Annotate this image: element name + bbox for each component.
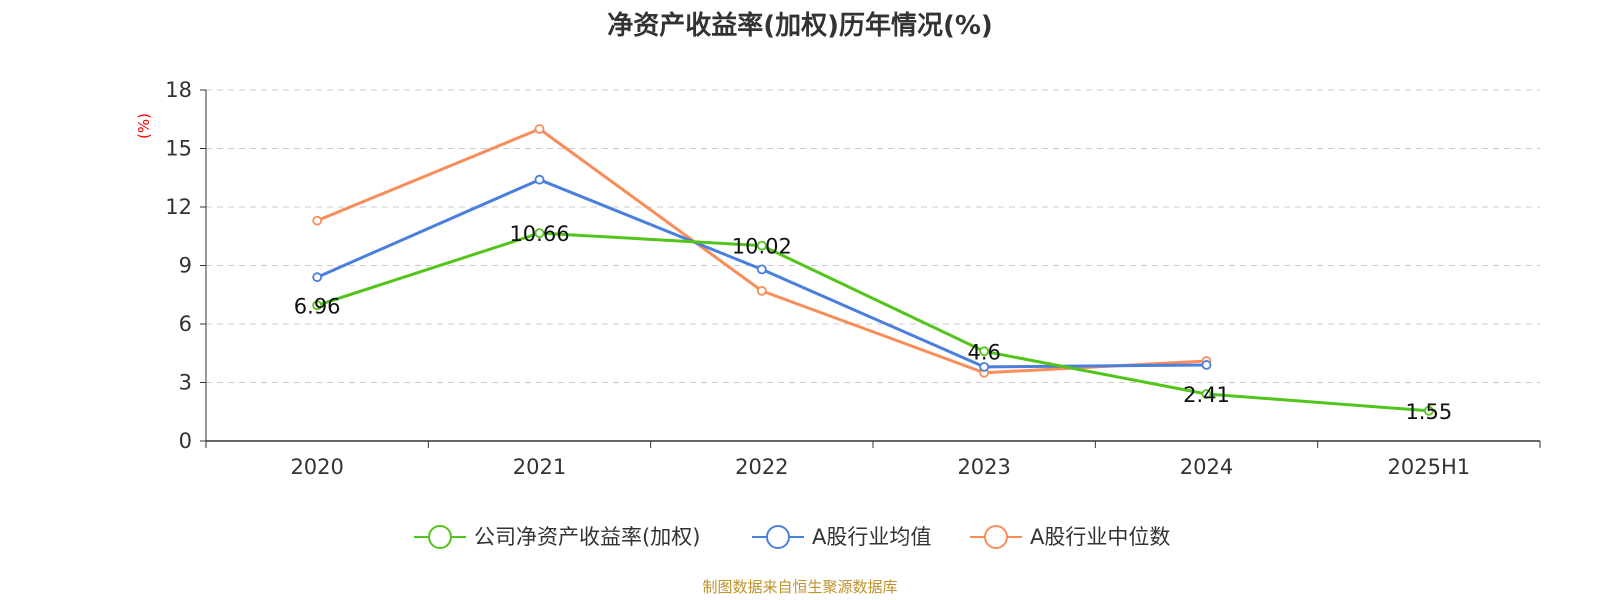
source-note: 制图数据来自恒生聚源数据库 bbox=[702, 578, 897, 596]
x-tick-label: 2022 bbox=[735, 455, 788, 479]
data-point bbox=[1201, 389, 1212, 399]
y-tick-label: 18 bbox=[165, 78, 192, 102]
legend-label: A股行业均值 bbox=[812, 525, 931, 549]
data-point bbox=[756, 285, 767, 296]
y-tick-label: 3 bbox=[179, 371, 192, 395]
x-tick-label: 2025H1 bbox=[1388, 455, 1471, 479]
data-point bbox=[312, 272, 323, 283]
data-point bbox=[979, 361, 990, 372]
legend: 公司净资产收益率(加权) A股行业均值 A股行业中位数 bbox=[414, 525, 1170, 549]
data-labels: 6.96 10.66 10.02 4.6 2.41 1.55 bbox=[294, 222, 1452, 424]
y-tick-label: 12 bbox=[165, 195, 192, 219]
y-axis-label: (%) bbox=[135, 113, 153, 139]
data-label: 2.41 bbox=[1183, 383, 1230, 407]
legend-label: 公司净资产收益率(加权) bbox=[474, 525, 700, 549]
x-tick-label: 2021 bbox=[513, 455, 566, 479]
legend-marker bbox=[984, 525, 1008, 549]
data-label: 4.6 bbox=[967, 340, 1000, 364]
data-point bbox=[534, 124, 545, 134]
y-tick-label: 15 bbox=[165, 137, 192, 161]
data-point bbox=[1201, 360, 1212, 370]
data-point bbox=[312, 215, 323, 226]
data-label: 10.66 bbox=[509, 222, 569, 246]
legend-marker bbox=[428, 525, 452, 549]
axes: 0 3 6 9 12 15 18 2020 2021 2022 2023 2024 2025H1 bbox=[165, 78, 1541, 479]
legend-label: A股行业中位数 bbox=[1030, 525, 1170, 549]
data-point bbox=[756, 264, 767, 275]
data-label: 1.55 bbox=[1405, 400, 1452, 424]
data-point bbox=[756, 240, 767, 251]
data-label: 6.96 bbox=[294, 294, 341, 318]
x-tick-label: 2020 bbox=[290, 455, 343, 479]
y-tick-label: 6 bbox=[179, 312, 192, 336]
data-label: 10.02 bbox=[732, 235, 792, 259]
data-point bbox=[979, 346, 990, 357]
x-tick-label: 2024 bbox=[1180, 455, 1233, 479]
series-line bbox=[316, 231, 1429, 413]
y-tick-label: 0 bbox=[179, 429, 192, 453]
x-tick-label: 2023 bbox=[957, 455, 1010, 479]
data-point bbox=[1423, 405, 1434, 416]
gridlines bbox=[206, 89, 1540, 383]
data-point bbox=[534, 174, 545, 185]
data-point bbox=[312, 300, 323, 311]
chart-title: 净资产收益率(加权)历年情况(%) bbox=[607, 10, 993, 41]
series-group bbox=[312, 124, 1434, 416]
data-point bbox=[534, 228, 545, 239]
y-tick-label: 9 bbox=[179, 254, 192, 278]
legend-marker bbox=[766, 525, 790, 549]
